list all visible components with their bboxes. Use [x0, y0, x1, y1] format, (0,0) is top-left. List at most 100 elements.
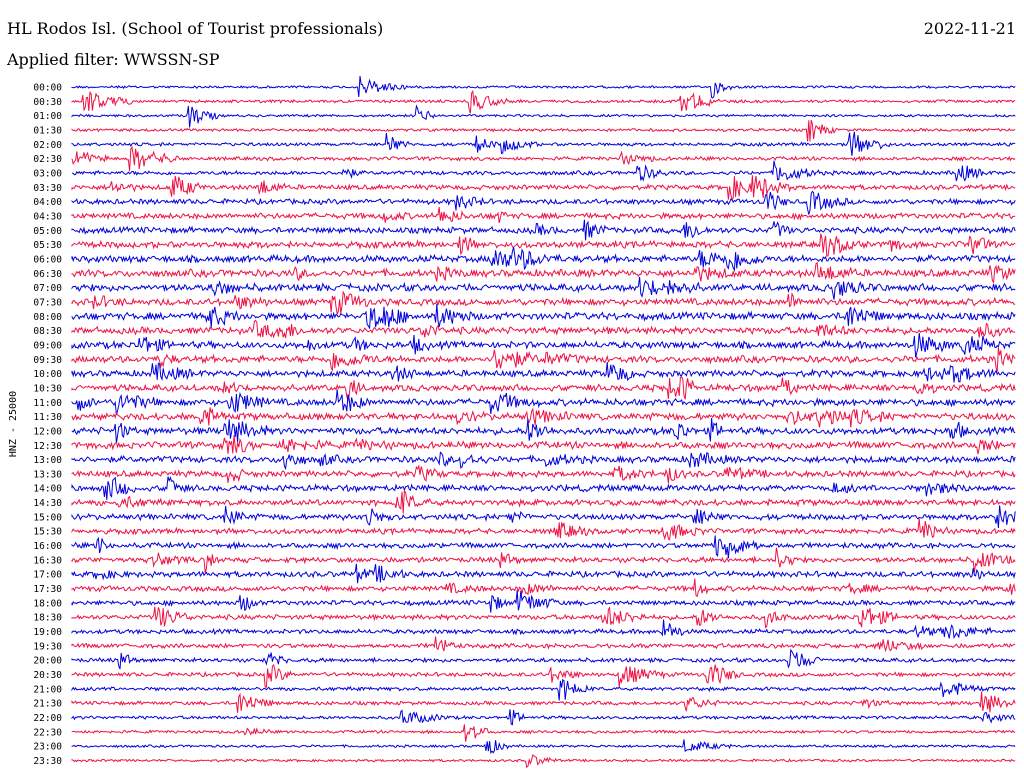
seismic-trace [71, 319, 1016, 339]
row-time-label: 03:00 [33, 168, 62, 179]
seismic-trace [71, 119, 1016, 142]
row-time-label: 02:00 [33, 140, 62, 151]
seismic-trace [71, 739, 1016, 755]
record-date: 2022-11-21 [923, 19, 1016, 38]
row-time-label: 20:00 [33, 656, 62, 667]
seismic-trace [71, 518, 1016, 541]
row-time-label: 16:00 [33, 541, 62, 552]
seismic-trace [71, 417, 1016, 444]
seismic-trace [71, 619, 1016, 640]
seismic-trace [71, 303, 1016, 329]
row-time-label: 00:00 [33, 83, 62, 94]
seismic-trace [71, 753, 1016, 769]
row-time-label: 08:30 [33, 326, 62, 337]
seismic-trace [71, 104, 1016, 128]
seismic-trace [71, 233, 1016, 257]
row-time-label: 10:30 [33, 383, 62, 394]
seismic-trace [71, 663, 1016, 688]
filter-label: Applied filter: WWSSN-SP [7, 50, 220, 69]
seismic-trace [71, 464, 1016, 484]
row-time-label: 10:00 [33, 369, 62, 380]
seismic-trace [71, 160, 1016, 182]
y-axis-label: HNZ - 25000 [8, 391, 19, 457]
seismic-trace [71, 563, 1016, 584]
row-time-label: 22:30 [33, 727, 62, 738]
row-time-label: 20:30 [33, 670, 62, 681]
row-time-label: 14:00 [33, 484, 62, 495]
row-time-label: 08:00 [33, 312, 62, 323]
row-time-label: 03:30 [33, 183, 62, 194]
row-time-label: 21:30 [33, 699, 62, 710]
seismic-trace [71, 648, 1016, 670]
row-time-label: 15:30 [33, 527, 62, 538]
row-time-label: 09:00 [33, 340, 62, 351]
seismic-trace [71, 175, 1016, 201]
seismic-trace [71, 376, 1016, 403]
seismic-trace [71, 190, 1016, 215]
row-time-label: 06:30 [33, 269, 62, 280]
seismic-trace [71, 332, 1016, 358]
row-time-label: 21:00 [33, 684, 62, 695]
row-time-label: 19:00 [33, 627, 62, 638]
seismic-trace [71, 347, 1016, 372]
seismic-trace [71, 247, 1016, 273]
seismic-trace [71, 145, 1016, 172]
seismic-trace [71, 89, 1016, 114]
row-time-label: 13:00 [33, 455, 62, 466]
seismic-trace [71, 724, 1016, 742]
seismic-trace [71, 606, 1016, 629]
seismic-trace [71, 362, 1016, 383]
station-title: HL Rodos Isl. (School of Tourist profess… [7, 19, 384, 38]
row-time-label: 01:00 [33, 111, 62, 122]
row-time-label: 11:00 [33, 398, 62, 409]
seismic-trace [71, 219, 1016, 241]
seismic-trace [71, 407, 1016, 428]
row-time-label: 12:30 [33, 441, 62, 452]
row-time-label: 04:30 [33, 211, 62, 222]
row-time-label: 07:30 [33, 297, 62, 308]
seismic-trace [71, 505, 1016, 529]
seismic-trace [71, 547, 1016, 574]
seismic-trace [71, 476, 1016, 500]
seismic-trace [71, 290, 1016, 316]
seismic-trace [71, 261, 1016, 284]
row-time-label: 19:30 [33, 641, 62, 652]
seismic-trace [71, 678, 1016, 701]
row-time-label: 04:00 [33, 197, 62, 208]
seismic-trace [71, 207, 1016, 224]
seismic-trace [71, 578, 1016, 598]
seismic-trace [71, 75, 1016, 99]
row-time-label: 11:30 [33, 412, 62, 423]
row-time-label: 18:30 [33, 613, 62, 624]
seismic-trace [71, 451, 1016, 471]
seismic-trace [71, 131, 1016, 156]
seismic-trace [71, 535, 1016, 559]
seismic-trace [71, 276, 1016, 300]
row-time-label: 14:30 [33, 498, 62, 509]
row-time-label: 07:00 [33, 283, 62, 294]
row-time-label: 17:30 [33, 584, 62, 595]
row-time-label: 06:00 [33, 254, 62, 265]
seismic-trace [71, 489, 1016, 514]
row-time-label: 18:00 [33, 598, 62, 609]
row-time-label: 05:30 [33, 240, 62, 251]
row-time-label: 05:00 [33, 226, 62, 237]
seismic-trace [71, 389, 1016, 415]
row-time-label: 12:00 [33, 426, 62, 437]
seismic-trace [71, 590, 1016, 613]
row-time-label: 17:00 [33, 570, 62, 581]
row-time-label: 23:00 [33, 742, 62, 753]
seismic-trace [71, 709, 1016, 726]
row-time-label: 02:30 [33, 154, 62, 165]
row-time-label: 23:30 [33, 756, 62, 767]
seismic-trace [71, 636, 1016, 653]
row-time-label: 09:30 [33, 355, 62, 366]
tick-label-group: 00:00 00:30 01:00 01:30 02:00 02:30 03:00 03:30… [33, 83, 62, 768]
row-time-label: 22:00 [33, 713, 62, 724]
row-time-label: 15:00 [33, 512, 62, 523]
row-time-label: 13:30 [33, 469, 62, 480]
trace-group [71, 75, 1016, 769]
row-time-label: 01:30 [33, 125, 62, 136]
row-time-label: 00:30 [33, 97, 62, 108]
